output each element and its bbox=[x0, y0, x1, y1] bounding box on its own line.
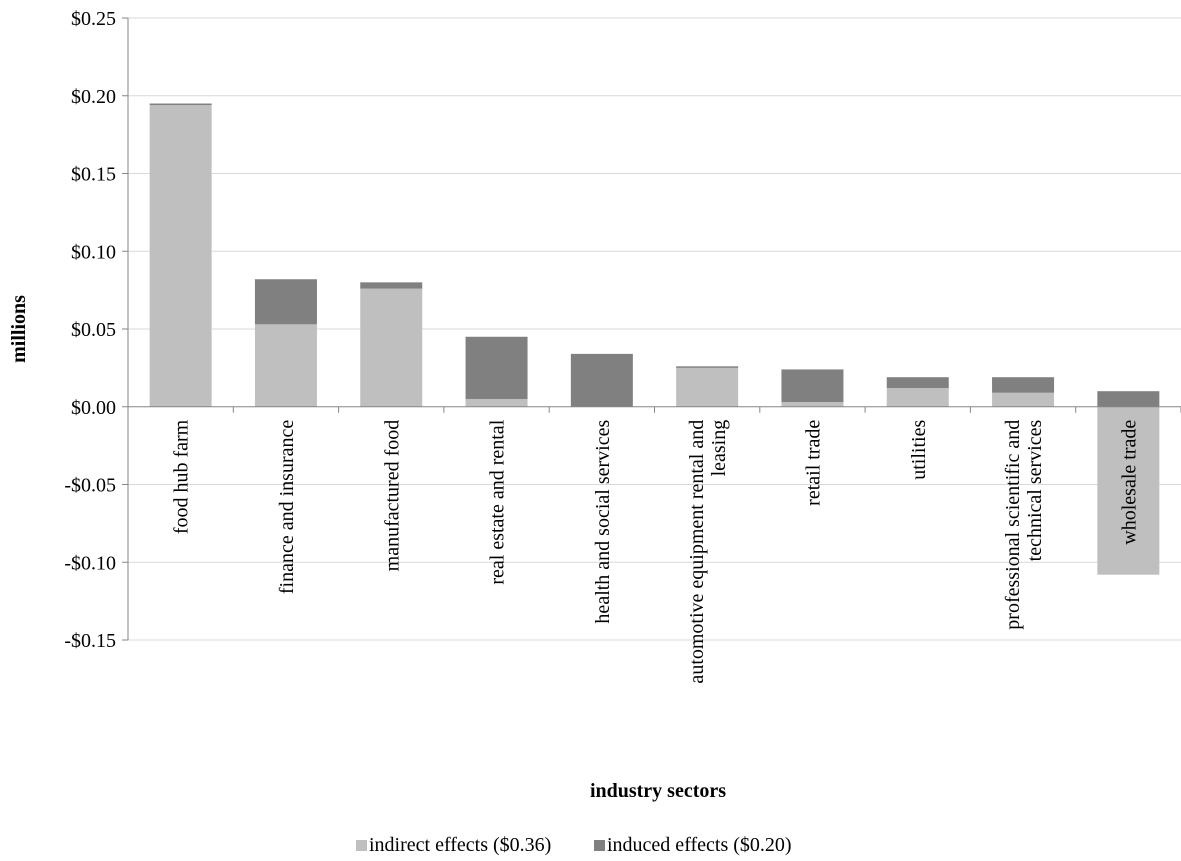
x-category-label: manufactured food bbox=[381, 420, 403, 572]
x-axis-labels: food hub farm finance and insurance manufa… bbox=[171, 419, 1141, 683]
bar-induced-8 bbox=[992, 377, 1055, 393]
zero-axis bbox=[127, 406, 1181, 413]
y-tick-label: -$0.15 bbox=[64, 630, 116, 652]
y-tick-label: $0.20 bbox=[71, 86, 116, 108]
x-category-label: food hub farm bbox=[171, 419, 193, 534]
y-tick-label: $0.05 bbox=[71, 319, 116, 341]
y-tick-label: $0.00 bbox=[71, 397, 116, 419]
bar-induced-4 bbox=[570, 353, 633, 407]
legend-swatch-induced bbox=[594, 840, 605, 851]
x-category-label: leasing bbox=[708, 420, 730, 477]
bar-indirect-7 bbox=[886, 388, 949, 407]
bar-induced-0 bbox=[149, 103, 212, 106]
x-category-label: utilities bbox=[908, 420, 930, 480]
x-category-label: finance and insurance bbox=[276, 420, 298, 594]
bar-induced-2 bbox=[360, 282, 423, 289]
y-tick-label: $0.15 bbox=[71, 164, 116, 186]
x-category-label: retail trade bbox=[802, 420, 824, 506]
x-axis-title: industry sectors bbox=[590, 780, 726, 802]
bar-indirect-2 bbox=[360, 288, 423, 407]
bar-indirect-0 bbox=[149, 105, 212, 407]
y-axis-title: millions bbox=[8, 295, 30, 363]
bar-indirect-3 bbox=[465, 398, 528, 407]
bar-induced-9 bbox=[1097, 391, 1160, 407]
x-category-label: wholesale trade bbox=[1118, 420, 1140, 545]
y-axis: $0.25 $0.20 $0.15 $0.10 $0.05 $0.00 -$0.05 -$0.… bbox=[64, 8, 129, 652]
bar-induced-5 bbox=[676, 366, 739, 368]
y-tick-label: -$0.10 bbox=[64, 552, 116, 574]
x-category-label: technical services bbox=[1024, 420, 1046, 562]
bar-induced-7 bbox=[886, 377, 949, 389]
bar-indirect-6 bbox=[781, 402, 844, 407]
bar-indirect-5 bbox=[676, 367, 739, 407]
y-tick-label: $0.10 bbox=[71, 241, 116, 263]
bar-indirect-8 bbox=[992, 392, 1055, 407]
x-category-label: automotive equipment rental and bbox=[686, 420, 708, 684]
legend-label-indirect: indirect effects ($0.36) bbox=[369, 834, 551, 856]
bars bbox=[149, 103, 1160, 575]
bar-indirect-9 bbox=[1097, 406, 1160, 575]
bar-induced-1 bbox=[254, 279, 317, 325]
bar-induced-3 bbox=[465, 336, 528, 399]
x-category-label: health and social services bbox=[592, 420, 614, 624]
legend-label-induced: induced effects ($0.20) bbox=[607, 834, 792, 856]
bar-induced-6 bbox=[781, 369, 844, 403]
y-tick-label: -$0.05 bbox=[64, 475, 116, 497]
x-category-label: professional scientific and bbox=[1002, 420, 1024, 630]
legend-swatch-indirect bbox=[356, 840, 367, 851]
legend: indirect effects ($0.36) induced effects… bbox=[356, 834, 792, 856]
bar-indirect-1 bbox=[254, 324, 317, 407]
y-tick-label: $0.25 bbox=[71, 8, 116, 30]
x-category-label: real estate and rental bbox=[487, 419, 509, 584]
